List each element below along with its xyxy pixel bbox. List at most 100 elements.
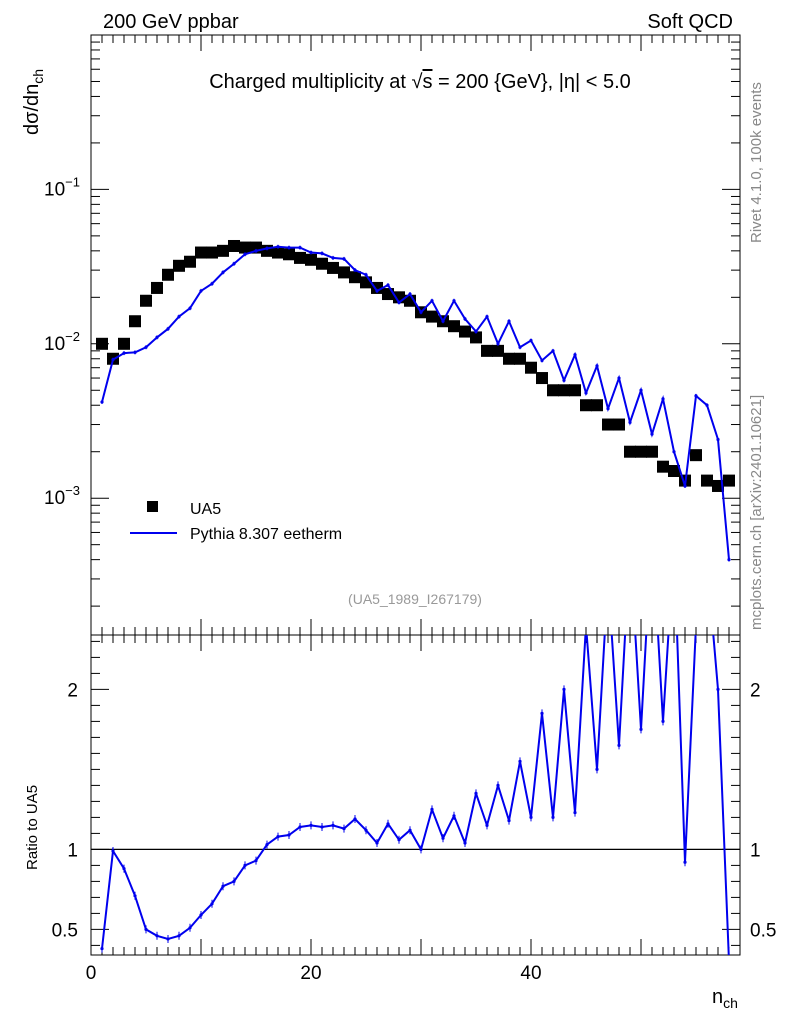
ratio-point bbox=[276, 835, 280, 839]
pythia-point bbox=[540, 358, 544, 363]
x-axis-label-sub: ch bbox=[723, 995, 738, 1011]
ua5-data-point bbox=[349, 271, 361, 284]
main-y-tick-label: 10−3 bbox=[44, 483, 80, 509]
pythia-point bbox=[727, 558, 731, 562]
pythia-point bbox=[496, 342, 500, 346]
ratio-point bbox=[441, 836, 445, 840]
pythia-point bbox=[232, 262, 236, 266]
ua5-data-point bbox=[272, 246, 284, 259]
ua5-data-point bbox=[448, 320, 460, 333]
ratio-y-tick-label-right: 1 bbox=[750, 840, 761, 861]
ua5-data-point bbox=[305, 253, 317, 266]
ratio-point bbox=[188, 926, 192, 930]
main-axis-ticks bbox=[90, 34, 741, 635]
ua5-data-point bbox=[525, 361, 537, 374]
ua5-data-point bbox=[426, 310, 438, 323]
ratio-y-axis-label: Ratio to UA5 bbox=[24, 785, 41, 870]
side-label-mcplots: mcplots.cern.ch [arXiv:2401.10621] bbox=[748, 395, 765, 630]
ratio-point bbox=[309, 823, 313, 828]
ratio-point bbox=[342, 827, 346, 831]
legend-marker-ua5 bbox=[147, 501, 158, 512]
ua5-data-point bbox=[327, 261, 339, 274]
ua5-data-point bbox=[701, 474, 713, 487]
pythia-point bbox=[265, 246, 269, 250]
ua5-data-point bbox=[591, 399, 603, 412]
ua5-data-point bbox=[558, 384, 570, 397]
pythia-point bbox=[177, 315, 181, 319]
pythia-point bbox=[210, 282, 214, 286]
x-tick-label: 20 bbox=[300, 963, 321, 984]
pythia-point bbox=[551, 349, 555, 353]
ua5-data-point bbox=[470, 331, 482, 344]
pythia-point bbox=[518, 345, 522, 349]
ua5-data-point bbox=[580, 399, 592, 412]
ratio-point bbox=[661, 719, 665, 724]
ratio-point bbox=[419, 847, 423, 852]
pythia-point bbox=[133, 350, 137, 354]
pythia-point bbox=[628, 420, 632, 424]
pythia-point bbox=[287, 245, 291, 250]
main-tick-labels: 10−3 10−210 −1 bbox=[44, 174, 80, 509]
title-sqrt: √ bbox=[412, 71, 423, 93]
ratio-point bbox=[595, 767, 599, 772]
x-tick-label: 40 bbox=[520, 963, 541, 984]
pythia-line bbox=[101, 245, 730, 560]
ratio-point bbox=[155, 934, 159, 938]
pythia-point bbox=[584, 391, 588, 395]
main-y-tick-label-base: 10 bbox=[44, 334, 65, 355]
ua5-data-point bbox=[646, 445, 658, 458]
ua5-data-point bbox=[547, 384, 559, 397]
pythia-point bbox=[342, 257, 346, 261]
ratio-point bbox=[111, 849, 115, 853]
ratio-point bbox=[166, 937, 170, 941]
ua5-data-point bbox=[283, 248, 295, 261]
ua5-data-point bbox=[206, 246, 218, 259]
ratio-point bbox=[705, 560, 708, 563]
pythia-point bbox=[463, 317, 467, 321]
ua5-data-point bbox=[217, 244, 229, 257]
pythia-point bbox=[353, 268, 357, 272]
main-y-tick-label-exp: −1 bbox=[65, 174, 80, 189]
ua5-data-point bbox=[635, 445, 647, 458]
pythia-point bbox=[441, 319, 445, 323]
ua5-data-point bbox=[184, 255, 196, 268]
pythia-point bbox=[705, 403, 709, 407]
header-left: 200 GeV ppbar bbox=[103, 11, 239, 33]
ratio-point bbox=[353, 817, 357, 821]
ua5-data-point bbox=[514, 352, 526, 365]
ratio-point bbox=[496, 783, 500, 788]
ratio-point bbox=[232, 879, 236, 884]
pythia-point bbox=[397, 300, 401, 305]
pythia-point bbox=[243, 252, 247, 256]
ua5-data-point bbox=[602, 418, 614, 431]
ratio-point bbox=[694, 624, 697, 627]
title-s: s bbox=[422, 71, 432, 93]
ratio-point bbox=[221, 884, 225, 888]
ratio-point bbox=[397, 838, 401, 842]
pythia-point bbox=[562, 378, 566, 382]
title-post: = 200 {GeV}, |η| < 5.0 bbox=[432, 71, 630, 93]
pythia-point bbox=[364, 273, 368, 277]
ratio-y-tick-label-right: 0.5 bbox=[750, 920, 776, 941]
pythia-point bbox=[408, 292, 412, 296]
ratio-y-tick-label-right: 2 bbox=[750, 680, 761, 701]
ratio-y-tick-label: 1 bbox=[67, 840, 78, 861]
ratio-point bbox=[177, 934, 181, 938]
ua5-data-point bbox=[140, 294, 152, 307]
title-pre: Charged multiplicity at bbox=[209, 71, 411, 93]
ratio-point bbox=[144, 927, 148, 932]
pythia-point bbox=[188, 306, 192, 310]
main-y-tick-label-exp: −2 bbox=[65, 329, 80, 344]
main-y-tick-label: 10−2 bbox=[44, 329, 80, 355]
main-data-layer bbox=[96, 239, 735, 562]
ua5-data-point bbox=[459, 325, 471, 338]
ratio-point bbox=[430, 807, 434, 812]
pythia-point bbox=[221, 270, 225, 275]
ratio-point bbox=[716, 687, 720, 692]
ua5-data-point bbox=[613, 418, 625, 431]
ratio-point bbox=[452, 814, 456, 818]
ratio-data-layer bbox=[91, 560, 740, 955]
pythia-point bbox=[199, 289, 203, 293]
pythia-point bbox=[606, 407, 610, 411]
ratio-point bbox=[408, 828, 412, 832]
